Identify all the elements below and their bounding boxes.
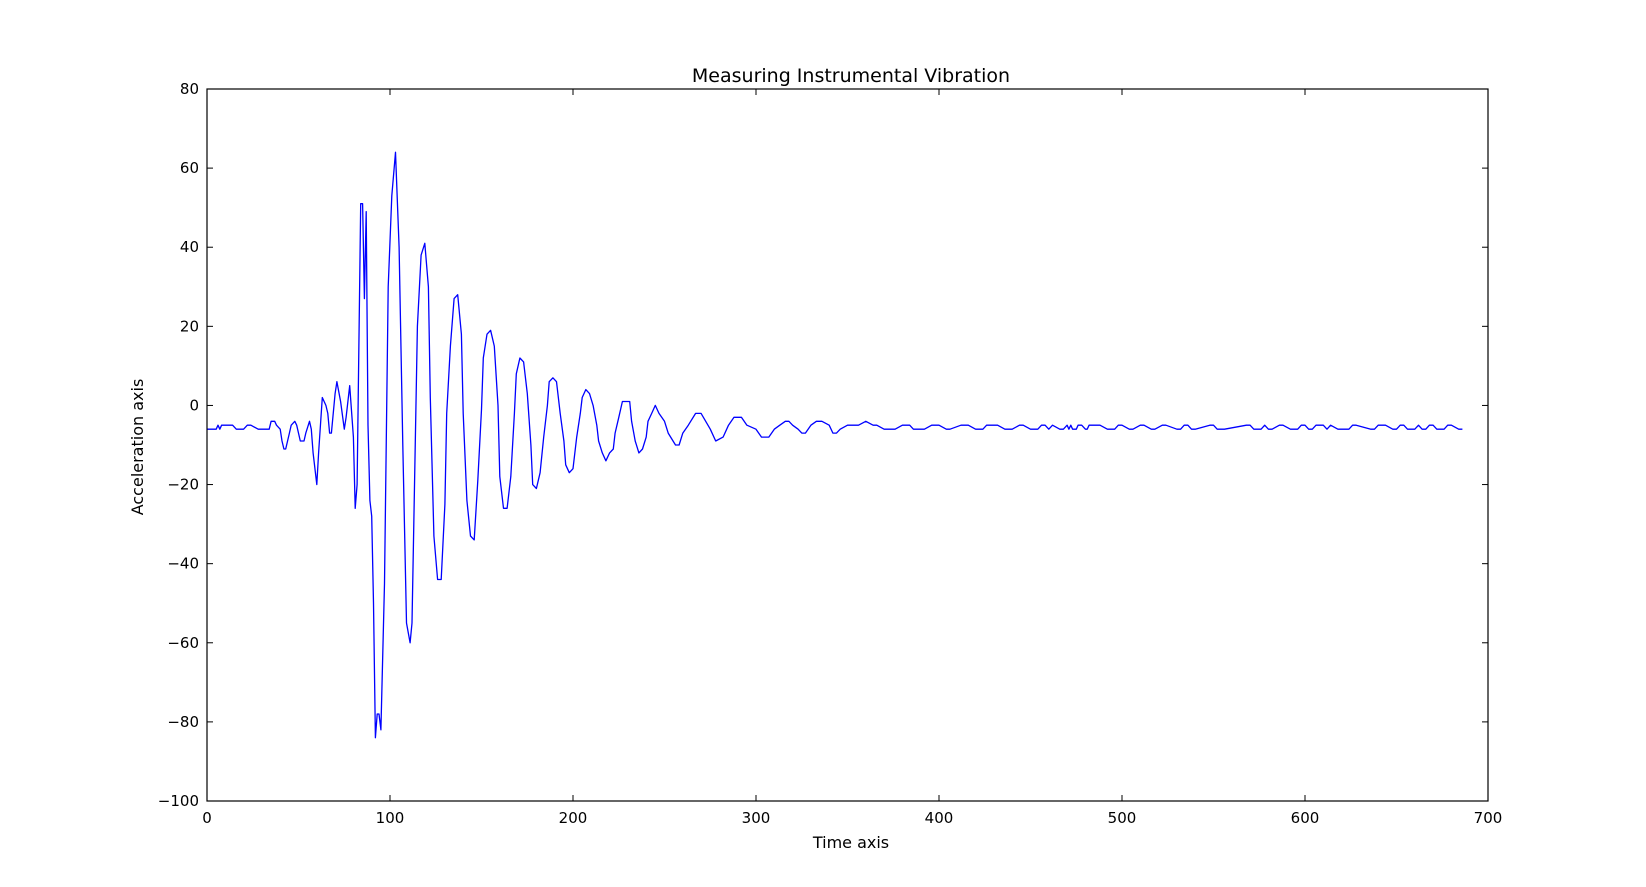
y-tick-label: −60 — [167, 634, 199, 652]
series-line-1 — [207, 151, 1463, 739]
plot-frame — [206, 88, 1489, 802]
y-tick-label: 80 — [180, 80, 199, 98]
y-tick-label: −100 — [158, 792, 199, 810]
y-tick-label: 40 — [180, 238, 199, 256]
x-tick-label: 400 — [925, 809, 954, 827]
y-tick-label: 60 — [180, 159, 199, 177]
x-tick-label: 100 — [376, 809, 405, 827]
x-tick-label: 0 — [202, 809, 212, 827]
y-tick-label: 0 — [189, 396, 199, 414]
y-axis-label: Acceleration axis — [128, 379, 147, 516]
x-tick-label: 200 — [559, 809, 588, 827]
x-axis-label: Time axis — [812, 833, 889, 852]
x-tick-label: 300 — [742, 809, 771, 827]
y-tick-label: −40 — [167, 555, 199, 573]
y-tick-label: −20 — [167, 476, 199, 494]
y-tick-label: 20 — [180, 317, 199, 335]
x-tick-label: 700 — [1474, 809, 1503, 827]
chart-title: Measuring Instrumental Vibration — [692, 65, 1010, 87]
x-tick-label: 600 — [1291, 809, 1320, 827]
y-tick-label: −80 — [167, 713, 199, 731]
x-tick-label: 500 — [1108, 809, 1137, 827]
